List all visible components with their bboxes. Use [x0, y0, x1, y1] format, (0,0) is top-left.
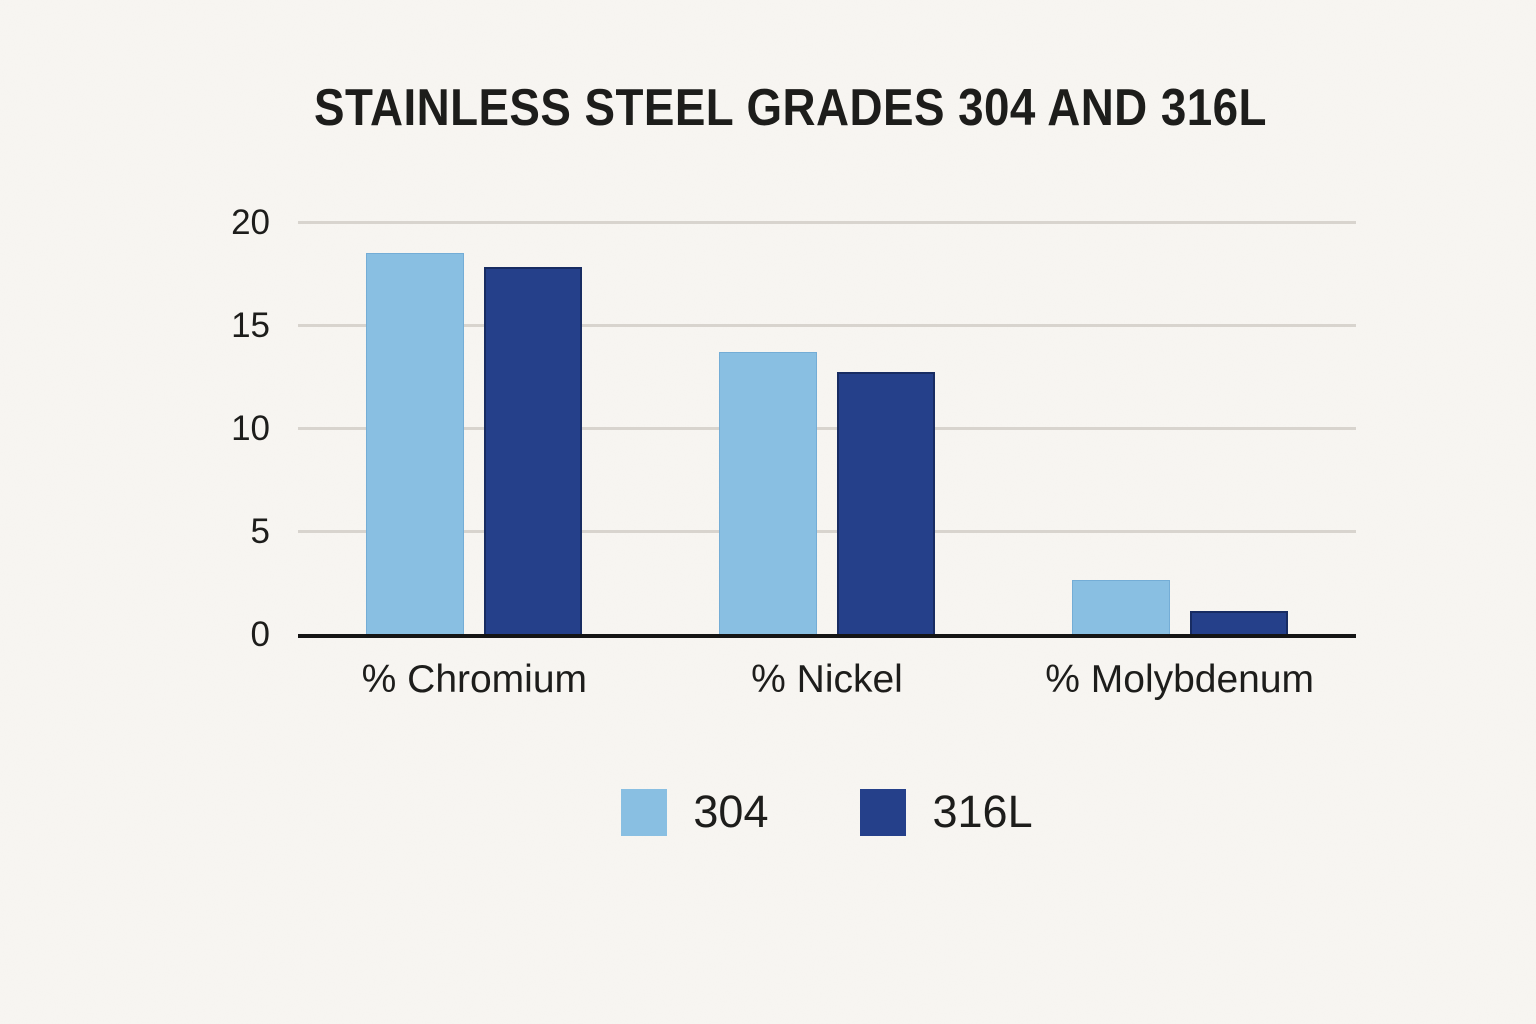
bar-304-chromium: [366, 252, 465, 634]
bar-316l-molybdenum: [1189, 611, 1288, 634]
legend-swatch-304: [621, 788, 668, 836]
y-tick-10: 10: [231, 409, 270, 448]
y-tick-0: 0: [250, 615, 270, 654]
bar-316l-nickel: [837, 372, 935, 634]
legend-item-304: 304: [621, 788, 768, 836]
x-label-molybdenum: % Molybdenum: [1045, 658, 1315, 701]
y-tick-20: 20: [231, 203, 270, 242]
bar-316l-chromium: [484, 267, 583, 634]
gridline-20: [298, 221, 1356, 224]
y-tick-5: 5: [250, 512, 270, 551]
legend-label-316l: 316L: [932, 786, 1033, 837]
bar-304-molybdenum: [1071, 580, 1170, 634]
chart-title: STAINLESS STEEL GRADES 304 AND 316L: [314, 79, 1267, 137]
legend: 304 316L: [298, 788, 1356, 836]
legend-item-316l: 316L: [860, 786, 1033, 837]
legend-label-304: 304: [693, 786, 769, 837]
bar-304-nickel: [719, 351, 817, 634]
y-tick-15: 15: [231, 306, 270, 345]
plot-area: [298, 221, 1356, 638]
legend-swatch-316l: [860, 788, 907, 836]
